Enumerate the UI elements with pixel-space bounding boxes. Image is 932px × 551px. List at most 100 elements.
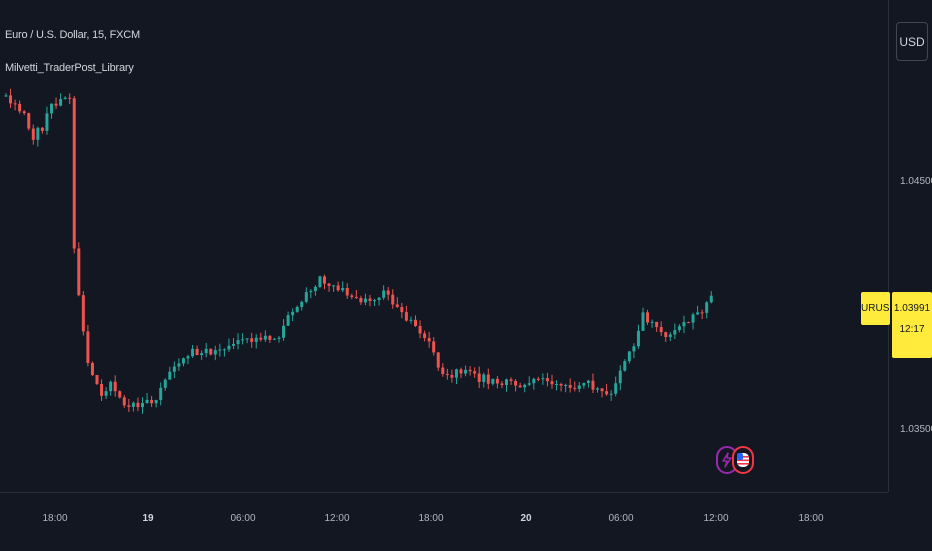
candle-body [650,321,654,323]
candle-body [486,374,490,384]
time-tick-label: 06:00 [230,513,256,524]
candle-body [277,337,281,339]
candle-body [236,340,240,344]
candle-body [591,380,595,390]
legend-symbol-title[interactable]: Euro / U.S. Dollar, 15, FXCM [5,29,140,41]
candle-body [232,343,235,346]
candle-body [696,312,700,315]
candle-body [209,348,213,355]
time-tick-label: 12:00 [324,513,350,524]
symbol-tag: EURUSD [854,292,897,325]
candle-body [491,378,495,384]
candle-body [459,369,463,374]
candle-body [568,385,572,388]
candle-body [268,335,272,340]
candle-body [154,399,158,404]
candle-body [200,353,204,355]
candle-body [468,369,472,372]
candle-body [705,302,709,313]
candle-body [536,378,540,380]
candle-body [22,111,26,114]
candle-body [168,371,172,380]
candle-body [100,384,104,396]
candle-body [327,283,331,286]
candle-body [427,338,431,342]
candle-body [464,369,468,374]
candle-body [323,276,326,284]
candle-body [300,301,304,307]
candle-body [59,99,63,106]
candle-body [482,374,486,382]
candle-body [400,306,404,313]
candle-body [250,338,254,342]
candle-body [127,405,131,407]
candle-body [9,95,13,104]
candle-body [495,378,499,384]
candle-body [141,403,144,408]
candle-body [218,349,222,351]
candle-body [404,312,408,321]
candle-body [632,346,636,352]
price-tick-label: 1.03500 [900,424,932,435]
candle-body [505,379,508,386]
candle-body [350,295,354,297]
candle-body [27,113,31,129]
candle-body [600,388,604,392]
time-tick-label: 18:00 [418,513,444,524]
candle-body [118,391,122,398]
candle-body [204,348,208,354]
candle-body [418,325,422,334]
candle-body [668,334,672,338]
candle-body [191,348,195,357]
candle-body [432,341,436,353]
candle-body [409,319,413,321]
candle-body [450,375,454,378]
candle-body [555,384,559,386]
candle-body [95,375,99,385]
candle-body [254,337,258,342]
candle-body [131,402,135,407]
legend-indicator-name[interactable]: Milvetti_TraderPost_Library [5,62,134,74]
candle-body [564,385,568,387]
candle-body [45,113,49,131]
candle-body [122,397,126,406]
time-tick-label: 19 [142,513,154,524]
candle-body [50,103,53,114]
candle-body [577,385,581,389]
candle-body [332,285,336,287]
candle-body [518,385,522,388]
candle-body [514,380,518,386]
price-axis[interactable] [888,0,932,492]
candle-body [77,248,81,296]
candle-body [664,332,668,338]
candle-body [414,319,417,326]
candle-body [700,312,704,314]
candle-body [359,298,363,303]
candle-body [445,374,449,376]
candle-body [473,371,477,374]
candle-body [31,128,35,140]
candle-body [655,321,659,328]
candle-body [4,95,8,97]
candle-body [545,378,549,382]
candle-body [477,373,481,382]
candle-body [500,383,504,386]
candle-body [181,358,185,364]
candle-body [596,388,599,390]
us-flag-icon[interactable] [732,446,754,474]
time-tick-label: 18:00 [42,513,68,524]
chart-area[interactable] [0,0,888,492]
candle-body [441,367,445,374]
candle-body [636,330,640,347]
candle-body [709,295,713,303]
candlestick-plot[interactable] [0,0,888,492]
candle-body [72,98,76,249]
time-axis[interactable] [0,492,888,551]
candle-body [177,363,181,367]
candle-body [436,352,440,368]
candle-body [395,304,399,307]
candle-body [109,381,113,392]
currency-button[interactable]: USD [896,22,928,61]
last-price-tag: 1.03991 12:17 [892,292,932,358]
candle-body [682,322,686,327]
